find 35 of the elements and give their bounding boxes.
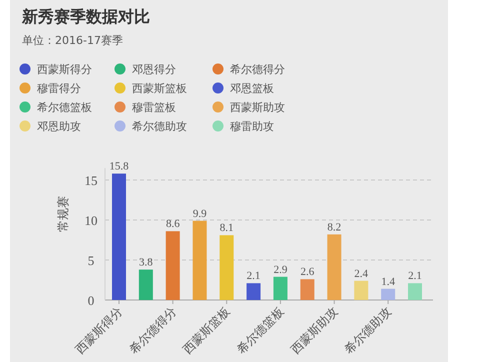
data-label: 2.4 (354, 268, 369, 280)
legend-label: 希尔德篮板 (37, 101, 92, 114)
data-label: 8.2 (327, 221, 342, 234)
data-label: 2.1 (246, 270, 260, 282)
x-tick-label: 希尔德篮板 (234, 304, 287, 357)
data-label: 8.1 (220, 222, 234, 234)
legend-label: 穆雷助攻 (230, 120, 274, 133)
y-tick-label: 15 (84, 173, 98, 188)
data-label: 1.4 (381, 276, 396, 288)
legend-label: 穆雷得分 (37, 82, 81, 95)
data-label: 15.8 (109, 160, 130, 173)
legend-label: 邓恩篮板 (230, 82, 274, 95)
y-axis-title: 常规赛 (56, 196, 70, 232)
legend-label: 邓恩得分 (132, 63, 176, 76)
data-label: 8.6 (166, 218, 180, 230)
chart-title: 新秀赛季数据对比 (21, 7, 150, 26)
data-label: 9.9 (192, 208, 208, 220)
data-label: 3.8 (139, 256, 154, 269)
x-tick-label: 希尔德得分 (126, 304, 179, 357)
legend-label: 西蒙斯助攻 (230, 101, 285, 114)
y-tick-label: 5 (88, 253, 94, 268)
x-tick-label: 西蒙斯助攻 (288, 304, 340, 357)
legend-label: 邓恩助攻 (37, 120, 81, 133)
legend-label: 西蒙斯得分 (37, 63, 92, 76)
legend-label: 希尔德得分 (230, 63, 285, 76)
data-label: 2.1 (408, 270, 422, 282)
legend-label: 西蒙斯篮板 (132, 82, 187, 95)
legend-label: 穆雷篮板 (132, 101, 176, 114)
x-tick-label: 西蒙斯篮板 (180, 304, 233, 357)
x-tick-label: 希尔德助攻 (342, 304, 394, 357)
legend-label: 希尔德助攻 (132, 120, 187, 133)
data-label: 2.9 (274, 264, 288, 276)
chart-subtitle: 单位：2016-17赛季 (22, 34, 123, 47)
y-tick-label: 10 (84, 213, 98, 228)
data-label: 2.6 (300, 266, 315, 278)
